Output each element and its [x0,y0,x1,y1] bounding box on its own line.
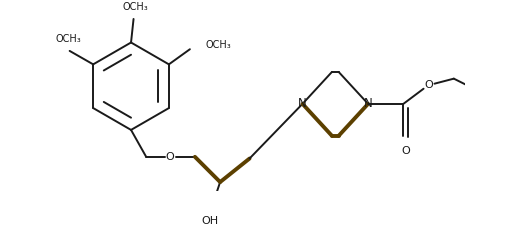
Text: O: O [165,152,174,162]
Text: OCH₃: OCH₃ [205,40,231,50]
Text: N: N [298,97,307,110]
Text: OH: OH [201,216,219,225]
Text: O: O [424,80,433,90]
Text: OCH₃: OCH₃ [122,2,148,12]
Text: N: N [364,97,373,110]
Text: OCH₃: OCH₃ [55,34,81,44]
Text: O: O [401,146,410,156]
